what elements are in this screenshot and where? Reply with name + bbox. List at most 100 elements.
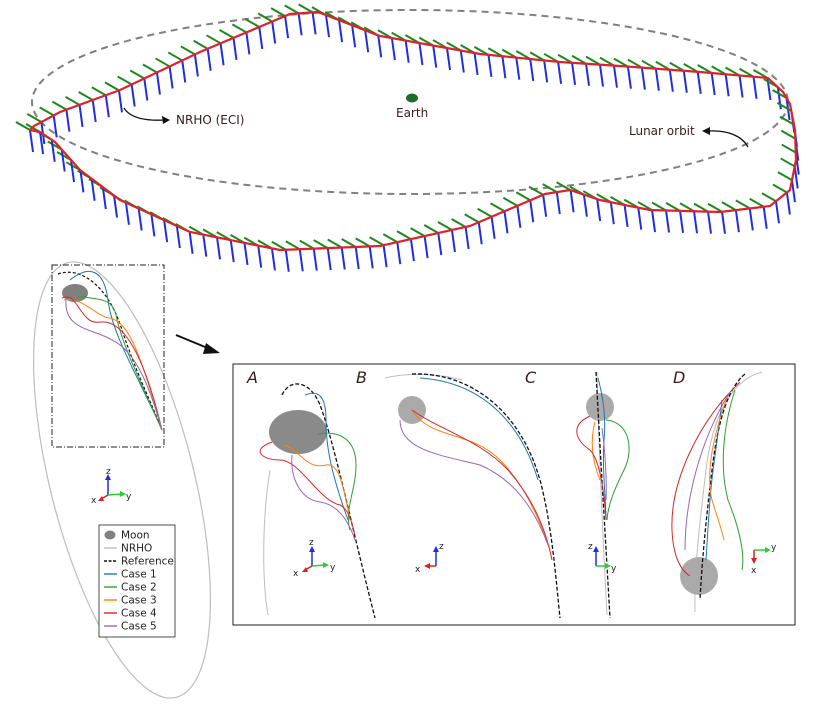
nrho-overview-orbit — [32, 261, 212, 699]
attitude-tick-blue — [459, 50, 465, 73]
panel-a-x-label: x — [293, 569, 299, 579]
attitude-tick-green — [231, 23, 247, 34]
attitude-tick-green — [15, 121, 31, 131]
attitude-tick-blue — [555, 191, 561, 215]
lunar-orbit-arrowhead — [702, 127, 710, 135]
attitude-tick-blue — [216, 237, 222, 260]
panel-d-letter: D — [673, 368, 685, 387]
attitude-tick-blue — [382, 245, 388, 268]
attitude-tick-blue — [354, 246, 360, 270]
attitude-tick-green — [142, 63, 158, 74]
zoom-arrowhead — [203, 343, 220, 354]
panel-b-case4 — [411, 409, 553, 561]
panel-b-case3 — [411, 409, 551, 551]
panel-a-z-label: z — [309, 538, 314, 548]
attitude-tick-blue — [640, 67, 646, 90]
attitude-tick-blue — [710, 72, 716, 96]
attitude-tick-blue — [473, 52, 479, 76]
attitude-tick-blue — [163, 220, 169, 243]
panel-d-moon — [680, 557, 718, 595]
panel-c-case4 — [576, 415, 607, 521]
legend-label-case-1: Case 1 — [121, 569, 157, 581]
detail-panel: A z y x B — [232, 363, 796, 626]
attitude-tick-blue — [351, 25, 357, 48]
attitude-tick-blue — [364, 30, 370, 53]
attitude-tick-blue — [790, 180, 796, 203]
panel-d-reference — [699, 373, 746, 601]
axis-z-label: z — [106, 467, 111, 477]
attitude-tick-green — [167, 51, 183, 62]
attitude-tick-green — [655, 60, 671, 71]
attitude-tick-green — [556, 181, 572, 192]
attitude-tick-blue — [79, 170, 85, 193]
earth-marker — [406, 93, 418, 103]
attitude-tick-blue — [696, 71, 702, 94]
axis-x-label: x — [91, 496, 97, 506]
attitude-tick-green — [735, 199, 751, 210]
attitude-tick-green — [299, 239, 315, 250]
attitude-tick-blue — [785, 192, 791, 215]
attitude-tick-green — [542, 183, 558, 193]
attitude-tick-blue — [557, 61, 563, 84]
attitude-tick-blue — [571, 62, 577, 85]
attitude-tick-green — [776, 102, 792, 112]
panel-c-case5 — [601, 427, 607, 501]
case3-trajectory — [63, 299, 163, 431]
attitude-tick-blue — [188, 231, 194, 254]
attitude-tick-blue — [130, 84, 136, 107]
attitude-tick-green — [78, 91, 94, 101]
attitude-tick-green — [515, 191, 531, 202]
attitude-tick-blue — [338, 20, 344, 43]
attitude-tick-blue — [654, 68, 660, 91]
panel-a-case1 — [304, 392, 349, 521]
attitude-tick-green — [571, 54, 587, 65]
legend-label-case-4: Case 4 — [121, 608, 157, 620]
attitude-tick-blue — [312, 248, 318, 271]
nrho-eci-label: NRHO (ECI) — [176, 113, 244, 127]
earth-label: Earth — [396, 106, 428, 120]
attitude-tick-green — [396, 230, 412, 240]
attitude-tick-green — [104, 81, 120, 92]
attitude-tick-blue — [626, 66, 632, 89]
legend-label-nrho: NRHO — [121, 543, 152, 555]
attitude-tick-blue — [693, 211, 699, 234]
attitude-tick-blue — [612, 65, 618, 88]
attitude-tick-blue — [599, 64, 604, 87]
attitude-tick-green — [711, 65, 727, 76]
legend-label-case-3: Case 3 — [121, 595, 157, 607]
attitude-tick-green — [725, 66, 741, 77]
attitude-tick-blue — [464, 226, 470, 250]
attitude-tick-blue — [623, 204, 629, 228]
attitude-tick-blue — [245, 32, 251, 55]
attitude-tick-blue — [793, 166, 799, 189]
panel-d-case1 — [705, 399, 723, 561]
attitude-tick-green — [780, 157, 796, 168]
attitude-tick-blue — [70, 159, 76, 183]
attitude-tick-green — [284, 4, 300, 15]
attitude-tick-green — [244, 18, 260, 28]
attitude-tick-blue — [404, 40, 410, 63]
attitude-tick-green — [355, 237, 371, 248]
panel-c-case2 — [605, 419, 630, 521]
case4-trajectory — [61, 296, 163, 431]
attitude-tick-blue — [543, 60, 549, 83]
case1-trajectory — [69, 270, 163, 431]
attitude-tick-blue — [668, 69, 674, 92]
attitude-tick-green — [91, 86, 107, 97]
attitude-tick-blue — [243, 242, 249, 266]
lunar-orbit-arrow — [707, 130, 749, 148]
attitude-tick-blue — [298, 249, 304, 272]
panel-b-case1 — [419, 377, 539, 481]
case2-trajectory — [77, 295, 163, 431]
attitude-tick-blue — [490, 216, 496, 239]
attitude-tick-green — [721, 201, 737, 211]
attitude-tick-green — [637, 201, 653, 211]
panel-d-case4 — [671, 381, 741, 577]
attitude-tick-green — [369, 236, 385, 247]
attitude-tick-green — [693, 202, 709, 213]
attitude-tick-blue — [569, 190, 575, 213]
panel-a-nrho — [263, 469, 271, 616]
attitude-tick-green — [285, 240, 301, 251]
nrho-arrowhead — [162, 116, 170, 124]
